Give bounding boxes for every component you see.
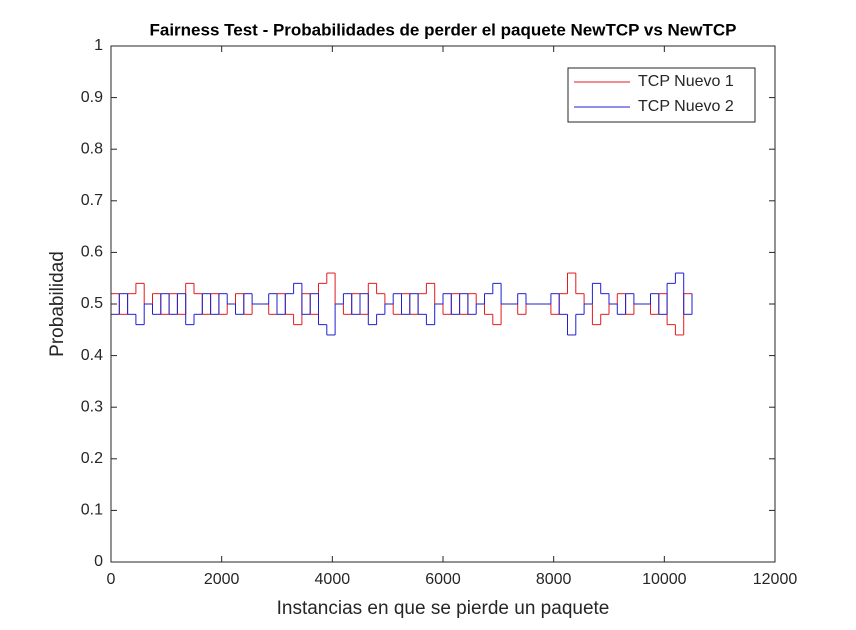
- legend-label: TCP Nuevo 2: [638, 98, 734, 115]
- y-tick-label: 0.9: [81, 89, 103, 106]
- y-axis-label: Probabilidad: [47, 251, 68, 357]
- series-line: [111, 272, 693, 336]
- y-tick-label: 0.6: [81, 244, 103, 261]
- x-tick-label: 2000: [204, 571, 240, 588]
- legend-label: TCP Nuevo 1: [638, 73, 734, 90]
- legend-box: [567, 67, 756, 123]
- chart-title: Fairness Test - Probabilidades de perder…: [150, 20, 737, 39]
- x-tick-label: 10000: [642, 571, 687, 588]
- x-tick-label: 4000: [315, 571, 351, 588]
- x-tick-label: 8000: [536, 571, 572, 588]
- x-tick-label: 6000: [425, 571, 461, 588]
- y-tick-label: 1: [94, 37, 103, 54]
- y-tick-label: 0.4: [81, 347, 103, 364]
- y-tick-label: 0.1: [81, 502, 103, 519]
- x-tick-label: 0: [107, 571, 116, 588]
- y-tick-label: 0.2: [81, 450, 103, 467]
- y-tick-label: 0.8: [81, 140, 103, 157]
- x-tick-label: 12000: [753, 571, 798, 588]
- y-tick-label: 0.5: [81, 295, 103, 312]
- plot-frame: [110, 45, 776, 563]
- y-tick-label: 0.7: [81, 192, 103, 209]
- x-axis-label: Instancias en que se pierde un paquete: [277, 598, 610, 619]
- y-tick-label: 0: [94, 553, 103, 570]
- y-tick-label: 0.3: [81, 398, 103, 415]
